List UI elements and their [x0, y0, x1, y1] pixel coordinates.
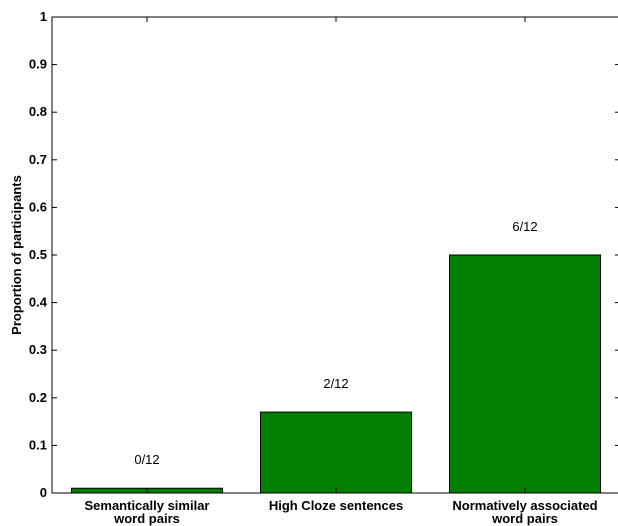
y-tick-label: 1 — [40, 9, 47, 24]
x-tick-label: word pairs — [113, 511, 180, 526]
bar — [449, 254, 601, 494]
y-tick-label: 0.5 — [29, 247, 47, 262]
bar — [260, 411, 412, 494]
x-tick-label: word pairs — [491, 511, 558, 526]
y-axis-title: Proportion of participants — [9, 175, 24, 335]
bar-data-label: 6/12 — [512, 219, 537, 234]
y-tick-label: 0.7 — [29, 152, 47, 167]
y-tick-label: 0 — [40, 485, 47, 500]
y-tick-label: 0.6 — [29, 199, 47, 214]
y-tick-label: 0.2 — [29, 390, 47, 405]
y-tick-label: 0.3 — [29, 342, 47, 357]
bar-data-label: 0/12 — [134, 452, 159, 467]
y-tick-label: 0.9 — [29, 57, 47, 72]
y-tick-label: 0.8 — [29, 104, 47, 119]
bars — [71, 254, 601, 494]
x-tick-label: Semantically similar — [84, 498, 209, 513]
x-tick-label: High Cloze sentences — [269, 498, 403, 513]
labels: 0 0.1 0.2 0.3 0.4 0.5 0.6 0.7 0.8 0.9 1 0/12 Semanti… — [29, 9, 598, 526]
bar-data-label: 2/12 — [323, 376, 348, 391]
x-tick-label: Normatively associated — [452, 498, 597, 513]
y-tick-label: 0.4 — [29, 295, 48, 310]
y-tick-label: 0.1 — [29, 437, 47, 452]
